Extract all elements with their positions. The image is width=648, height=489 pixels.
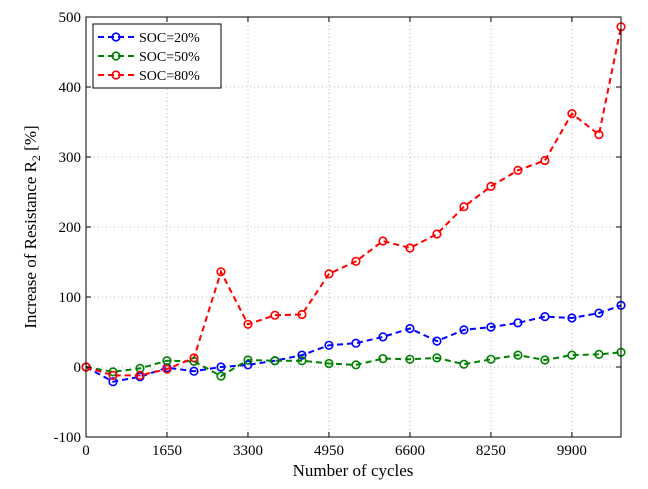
data-point	[486, 354, 496, 364]
data-point	[567, 313, 577, 323]
data-point	[540, 155, 550, 166]
y-tick-label: -100	[54, 430, 82, 446]
y-tick-label: 400	[59, 80, 82, 96]
data-point	[432, 336, 442, 346]
x-tick-label: 3300	[233, 443, 263, 459]
legend-label: SOC=80%	[139, 69, 200, 84]
legend-label: SOC=50%	[139, 50, 200, 65]
data-point	[108, 377, 118, 387]
data-point	[459, 325, 469, 335]
data-point	[243, 360, 253, 370]
data-point	[324, 269, 334, 279]
data-point	[351, 338, 361, 348]
data-point	[108, 367, 118, 377]
x-tick-label: 4950	[314, 443, 344, 459]
data-point	[405, 243, 415, 253]
axis-ticks: 0 1650 3300 4950 6600 8250 9900-10001002003004…	[54, 10, 621, 459]
series-line	[85, 304, 622, 383]
data-point	[486, 181, 496, 191]
y-axis-label-subscript: 2	[29, 155, 43, 161]
x-tick-label: 1650	[152, 443, 182, 459]
data-point	[378, 236, 388, 246]
data-point	[513, 350, 523, 360]
data-point	[324, 340, 334, 350]
data-point	[513, 165, 523, 175]
data-point	[378, 354, 388, 364]
data-point	[297, 350, 307, 360]
y-tick-label: 300	[59, 150, 82, 166]
data-point	[243, 319, 253, 329]
legend-label: SOC=20%	[139, 31, 200, 46]
data-point	[513, 318, 523, 328]
data-point	[351, 360, 361, 370]
x-tick-label: 8250	[476, 443, 506, 459]
x-axis-label: Number of cycles	[293, 461, 414, 480]
legend-marker	[111, 32, 121, 42]
y-axis-label-unit: [%]	[21, 125, 40, 155]
data-point	[351, 256, 361, 266]
legend-box	[92, 23, 222, 89]
data-point	[594, 349, 604, 360]
data-point	[243, 355, 253, 365]
data-point	[432, 353, 442, 363]
y-tick-label: 200	[59, 220, 82, 236]
data-point	[108, 370, 118, 381]
data-point	[486, 322, 496, 332]
y-tick-label: 100	[59, 290, 82, 306]
x-tick-label: 6600	[395, 443, 425, 459]
data-point	[594, 308, 604, 318]
series-line	[85, 351, 622, 378]
data-point	[540, 312, 550, 322]
legend-marker	[111, 51, 121, 61]
y-axis-label: Increase of Resistance R2 [%]	[21, 125, 43, 328]
data-point	[135, 370, 145, 381]
data-point	[270, 356, 280, 366]
data-point	[432, 229, 442, 239]
y-axis-label-main: Increase of Resistance R	[21, 160, 40, 328]
data-point	[189, 356, 199, 367]
data-point	[567, 350, 577, 360]
data-point	[324, 358, 334, 369]
data-point	[216, 371, 226, 381]
x-tick-label: 0	[82, 443, 90, 459]
legend: SOC=20% SOC=50% SOC=80%	[92, 23, 222, 89]
data-point	[378, 332, 388, 342]
y-tick-label: 0	[74, 360, 82, 376]
data-point	[405, 354, 415, 364]
data-point	[459, 359, 469, 369]
data-point	[189, 353, 199, 363]
data-point	[216, 267, 226, 277]
data-point	[297, 356, 307, 366]
data-point	[459, 202, 469, 212]
data-point	[567, 108, 577, 119]
data-point	[594, 130, 604, 140]
data-point	[270, 310, 280, 320]
data-point	[297, 309, 307, 320]
data-point	[216, 362, 226, 372]
data-point	[189, 366, 199, 376]
legend-marker	[111, 70, 121, 80]
data-point	[405, 323, 415, 334]
data-point	[540, 355, 550, 365]
data-point	[162, 364, 172, 374]
x-tick-label: 9900	[557, 443, 587, 459]
series-layer	[81, 22, 626, 387]
series-line	[85, 26, 622, 377]
y-tick-label: 500	[59, 10, 82, 26]
